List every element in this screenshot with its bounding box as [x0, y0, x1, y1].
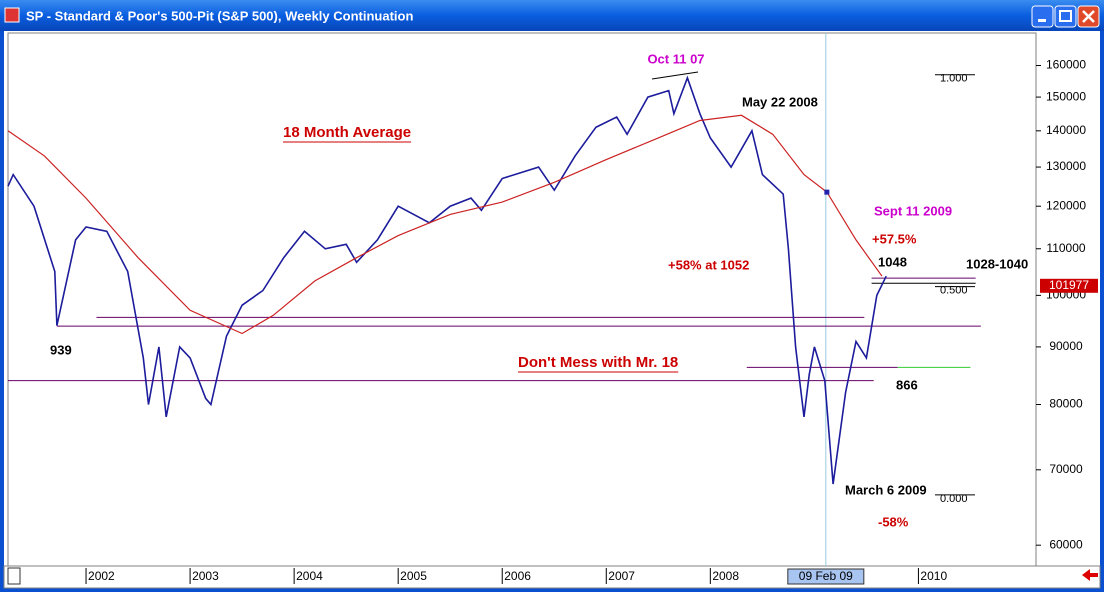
annotation: Oct 11 07	[647, 51, 704, 66]
x-tick-label: 2010	[920, 569, 947, 583]
plot: 6000070000800009000010000011000012000013…	[7, 33, 1098, 585]
peak-line	[651, 71, 699, 80]
x-tick-label: 2003	[192, 569, 219, 583]
cursor-label-bg	[787, 568, 865, 585]
app-icon	[4, 7, 20, 23]
x-tick-label: 2008	[712, 569, 739, 583]
fib-label: 0.500	[940, 285, 968, 297]
y-tick-label: 150000	[1046, 89, 1086, 103]
annotation: -58%	[878, 514, 909, 529]
annotation: Don't Mess with Mr. 18	[518, 354, 678, 371]
x-tick-label: 2007	[608, 569, 635, 583]
y-tick-label: 110000	[1046, 241, 1085, 255]
fib-label: 1.000	[940, 73, 968, 85]
x-tick-label: 2006	[504, 569, 531, 583]
annotation: March 6 2009	[845, 482, 927, 497]
scroll-arrow[interactable]	[1082, 569, 1098, 581]
y-tick-label: 80000	[1049, 397, 1083, 411]
annotation: Sept 11 2009	[874, 203, 952, 218]
last-price-bg	[1040, 278, 1098, 293]
scroll-box[interactable]	[7, 567, 21, 585]
annotation: +57.5%	[872, 231, 917, 246]
y-tick-label: 60000	[1049, 537, 1083, 551]
close-icon	[1082, 10, 1095, 23]
annotation: 1048	[878, 254, 907, 269]
average-line	[7, 114, 883, 335]
annotation: 18 Month Average	[283, 124, 411, 141]
annotation: +58% at 1052	[668, 257, 749, 272]
price-line	[7, 75, 887, 485]
x-tick-label: 2004	[296, 569, 323, 583]
x-tick-label: 2005	[400, 569, 427, 583]
minimize-button[interactable]	[1031, 5, 1054, 28]
window-title: SP - Standard & Poor's 500-Pit (S&P 500)…	[26, 8, 413, 23]
y-tick-label: 90000	[1049, 339, 1083, 353]
y-tick-label: 160000	[1046, 58, 1086, 72]
last-price-label: 101977	[1049, 278, 1089, 292]
annotation: 939	[50, 342, 72, 357]
y-tick-label: 130000	[1046, 159, 1086, 173]
annotation: May 22 2008	[742, 94, 818, 109]
maximize-icon	[1059, 10, 1072, 22]
average-marker	[824, 189, 830, 195]
annotation: 1028-1040	[966, 256, 1028, 271]
annotation: 866	[896, 377, 918, 392]
x-tick-label: 2002	[88, 569, 115, 583]
cursor-label: 09 Feb 09	[799, 569, 853, 583]
y-tick-label: 140000	[1046, 123, 1086, 137]
minimize-icon	[1038, 19, 1046, 22]
fib-label: 0.000	[940, 493, 968, 505]
maximize-button[interactable]	[1054, 5, 1077, 28]
title-bar	[0, 0, 1104, 31]
y-tick-label: 70000	[1049, 462, 1083, 476]
y-tick-label: 120000	[1046, 198, 1086, 212]
